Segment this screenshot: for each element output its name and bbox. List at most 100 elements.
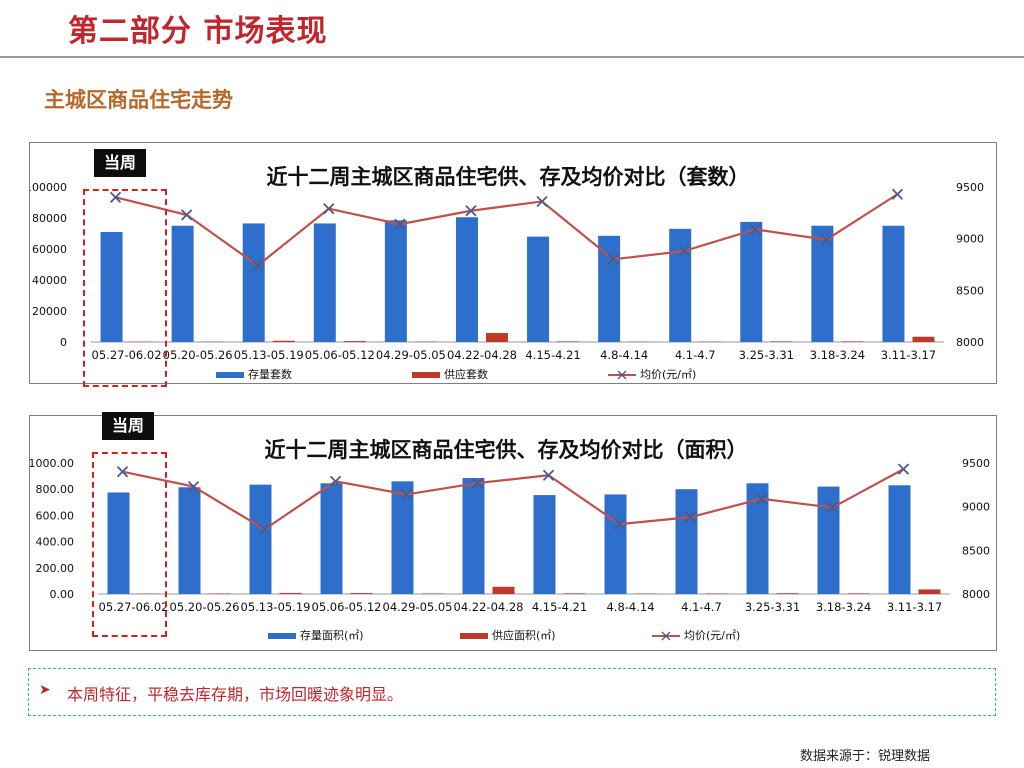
x-tick-label: 05.13-05.19	[234, 348, 304, 362]
bar-inventory	[882, 225, 905, 342]
legend-swatch-inventory	[268, 633, 296, 639]
current-week-highlight-2	[92, 452, 167, 637]
chart-area-svg: 近十二周主城区商品住宅供、存及均价对比（面积） 0.00 200.00 400.00 6…	[30, 438, 990, 642]
y-left-tick-label: 800.00	[36, 483, 75, 496]
y-right-tick-label: 9000	[956, 233, 984, 246]
legend-marker-price	[617, 370, 627, 380]
x-tick-label: 05.13-05.19	[241, 600, 311, 614]
price-point	[678, 245, 690, 257]
price-point	[897, 463, 910, 475]
x-tick-label: 04.29-05.05	[376, 348, 446, 362]
bar-inventory	[817, 486, 840, 594]
x-tick-label: 4.1-4.7	[675, 348, 716, 362]
bar-supply	[776, 593, 799, 594]
bar-inventory	[462, 478, 485, 594]
bar-supply	[770, 341, 793, 342]
price-point	[826, 501, 839, 514]
bar-supply	[841, 341, 864, 342]
y-right-tick-label: 8000	[956, 336, 984, 349]
price-point	[329, 475, 342, 487]
current-week-badge: 当周	[94, 149, 147, 177]
x-tick-label: 05.06-05.12	[312, 600, 382, 614]
section-title: 主城区商品住宅走势	[44, 88, 233, 112]
x-tick-label: 04.22-04.28	[454, 600, 524, 614]
bar-inventory	[100, 231, 123, 342]
price-point	[400, 488, 413, 501]
bar-supply	[350, 593, 373, 594]
y-left-tick-label: 80000	[32, 212, 67, 225]
data-source: 数据来源于：锐理数据	[800, 749, 931, 764]
x-tick-label: 3.11-3.17	[887, 600, 942, 614]
header-divider	[0, 56, 1024, 58]
y-right-tick-label: 9000	[962, 501, 990, 514]
y-left-tick-label: 400.00	[36, 536, 75, 549]
note-box: ➤ 本周特征，平稳去库存期，市场回暖迹象明显。	[28, 668, 996, 716]
bar-inventory	[669, 228, 692, 342]
bar-inventory	[178, 487, 201, 594]
current-week-highlight	[83, 189, 167, 387]
price-point	[116, 466, 129, 478]
y-left-tick-label: 40000	[32, 274, 67, 287]
y-left-tick-label: 0	[60, 336, 67, 349]
legend-label-price: 均价(元/㎡)	[640, 368, 696, 381]
y-right-tick-label: 8500	[956, 284, 984, 297]
x-tick-label: 3.25-3.31	[739, 348, 794, 362]
y-right-tick-label: 8500	[962, 544, 990, 557]
bar-supply	[918, 589, 941, 594]
price-point	[109, 191, 122, 203]
bar-inventory	[107, 492, 130, 594]
bar-inventory	[675, 489, 698, 594]
chart-title: 近十二周主城区商品住宅供、存及均价对比（面积）	[265, 438, 748, 462]
price-point	[180, 209, 193, 221]
price-point	[187, 480, 200, 493]
price-point	[613, 518, 626, 530]
price-point	[536, 195, 548, 208]
price-point	[471, 477, 484, 489]
legend-label-price: 均价(元/㎡)	[684, 629, 740, 642]
bar-supply	[847, 593, 870, 594]
price-point	[394, 218, 406, 230]
bar-inventory	[249, 484, 272, 594]
price-point	[755, 493, 768, 505]
x-tick-label: 05.27-06.02	[92, 348, 162, 362]
legend-label-supply: 供应套数	[444, 367, 488, 381]
price-point	[684, 511, 697, 523]
bar-inventory	[811, 225, 834, 342]
bar-supply	[557, 341, 580, 342]
chart-units: 近十二周主城区商品住宅供、存及均价对比（套数） 0 20000 40000 60000 8…	[29, 142, 997, 384]
x-tick-label: 4.8-4.14	[606, 600, 654, 614]
chart-title: 近十二周主城区商品住宅供、存及均价对比（套数）	[267, 165, 750, 189]
y-right-tick-label: 8000	[962, 588, 990, 601]
price-line	[122, 468, 905, 531]
x-tick-label: 3.18-3.24	[816, 600, 871, 614]
legend-swatch-supply	[412, 372, 440, 378]
legend-label-inventory: 存量套数	[248, 367, 292, 381]
price-point	[258, 523, 271, 536]
bar-supply	[492, 586, 515, 594]
bar-inventory	[888, 485, 911, 594]
arrow-bullet-icon: ➤	[39, 682, 51, 698]
y-left-tick-label: 60000	[32, 243, 67, 256]
price-point	[465, 205, 477, 217]
y-right-tick-label: 9500	[956, 181, 984, 194]
legend-swatch-inventory	[216, 372, 244, 378]
y-left-tick-label: 100000	[30, 181, 67, 194]
x-tick-label: 04.29-05.05	[383, 600, 453, 614]
x-tick-label: 05.20-05.26	[163, 348, 233, 362]
bar-supply	[279, 592, 302, 594]
price-point	[749, 223, 761, 236]
y-left-tick-label: 20000	[32, 305, 67, 318]
bar-inventory	[527, 236, 550, 342]
price-point	[820, 234, 833, 246]
page-title: 第二部分 市场表现	[68, 14, 328, 49]
x-tick-label: 3.11-3.17	[881, 348, 936, 362]
x-tick-label: 4.1-4.7	[681, 600, 722, 614]
bar-supply	[912, 336, 935, 342]
current-week-badge-2: 当周	[102, 412, 155, 440]
x-tick-label: 05.20-05.26	[170, 600, 240, 614]
price-point	[607, 253, 619, 265]
legend-swatch-supply	[460, 633, 488, 639]
y-left-tick-label: 200.00	[36, 562, 75, 575]
legend-marker-price	[661, 631, 671, 641]
bar-supply	[208, 593, 231, 594]
